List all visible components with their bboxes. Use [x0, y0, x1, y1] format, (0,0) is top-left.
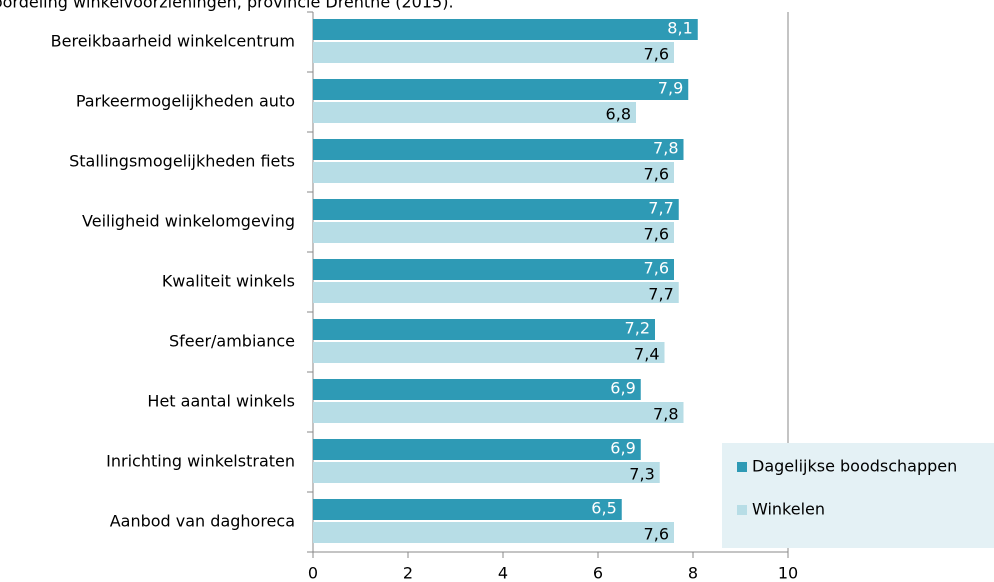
value-label: 7,8 [653, 139, 678, 158]
value-label: 7,6 [644, 165, 669, 184]
legend-swatch [737, 505, 747, 515]
x-tick-label: 8 [688, 564, 698, 582]
bar [313, 402, 684, 423]
value-label: 7,7 [648, 199, 673, 218]
value-label: 6,9 [610, 379, 635, 398]
value-label: 7,2 [625, 319, 650, 338]
x-tick-label: 10 [778, 564, 798, 582]
bar [313, 342, 665, 363]
bar [313, 19, 698, 40]
value-label: 8,1 [667, 19, 692, 38]
value-label: 6,8 [606, 105, 631, 124]
y-tick-label: Sfeer/ambiance [169, 332, 295, 351]
bar [313, 282, 679, 303]
value-label: 7,6 [644, 225, 669, 244]
bar [313, 222, 674, 243]
legend-label: Winkelen [752, 500, 825, 519]
bar [313, 199, 679, 220]
bar [313, 462, 660, 483]
x-tick-label: 6 [593, 564, 603, 582]
bar [313, 319, 655, 340]
bar [313, 439, 641, 460]
y-tick-label: Bereikbaarheid winkelcentrum [51, 32, 295, 51]
y-tick-label: Inrichting winkelstraten [106, 452, 295, 471]
legend-label: Dagelijkse boodschappen [752, 457, 957, 476]
value-label: 7,6 [644, 45, 669, 64]
x-tick-label: 4 [498, 564, 508, 582]
value-label: 7,6 [644, 259, 669, 278]
value-label: 7,4 [634, 345, 659, 364]
bar [313, 259, 674, 280]
bar [313, 79, 689, 100]
value-label: 7,7 [648, 285, 673, 304]
y-tick-label: Stallingsmogelijkheden fiets [69, 152, 295, 171]
bar [313, 162, 674, 183]
x-tick-label: 2 [403, 564, 413, 582]
value-label: 7,9 [658, 79, 683, 98]
value-label: 7,6 [644, 525, 669, 544]
y-tick-label: Kwaliteit winkels [162, 272, 295, 291]
y-tick-label: Aanbod van daghoreca [110, 512, 295, 531]
bar [313, 42, 674, 63]
bar [313, 499, 622, 520]
bar [313, 139, 684, 160]
y-tick-label: Het aantal winkels [147, 392, 295, 411]
bar [313, 379, 641, 400]
value-label: 6,9 [610, 439, 635, 458]
bar [313, 102, 636, 123]
value-label: 6,5 [591, 499, 616, 518]
y-tick-label: Parkeermogelijkheden auto [76, 92, 295, 111]
legend-swatch [737, 462, 747, 472]
y-tick-label: Veiligheid winkelomgeving [82, 212, 295, 231]
chart-title: Beoordeling winkelvoorzieningen, provinc… [0, 0, 454, 12]
x-tick-label: 0 [308, 564, 318, 582]
bar [313, 522, 674, 543]
value-label: 7,8 [653, 405, 678, 424]
value-label: 7,3 [629, 465, 654, 484]
legend-box [722, 443, 994, 548]
